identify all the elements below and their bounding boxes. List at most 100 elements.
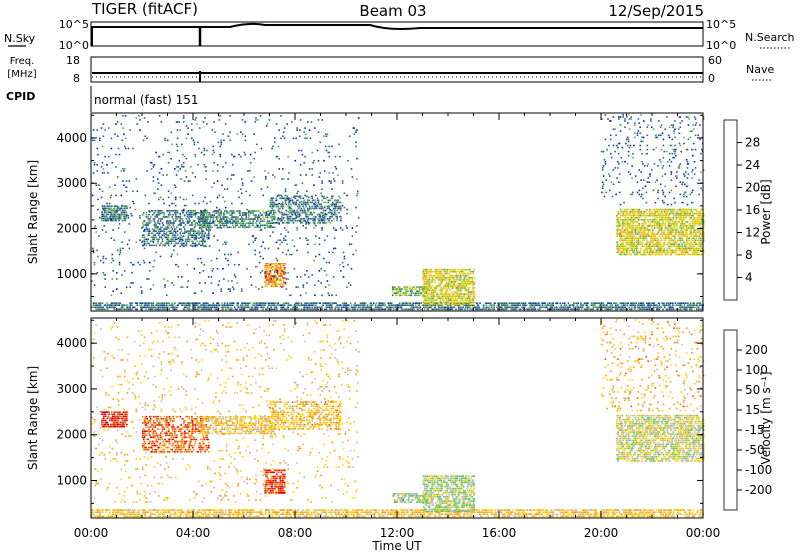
power-cell: [648, 229, 650, 231]
power-cell: [426, 297, 428, 299]
power-cell: [173, 220, 175, 222]
power-cell: [469, 299, 472, 301]
power-cell: [236, 218, 239, 220]
power-cell: [673, 210, 675, 213]
power-cell: [277, 217, 280, 220]
power-cell: [321, 207, 323, 210]
power-cell: [278, 263, 281, 265]
power-cell: [452, 270, 455, 273]
power-cell: [450, 277, 452, 279]
power-cell: [103, 215, 105, 218]
power-cell: [634, 214, 636, 217]
power-cell: [622, 241, 625, 244]
power-cell: [592, 306, 595, 309]
power-cell: [378, 306, 380, 309]
power-cell: [695, 208, 698, 211]
power-cell: [621, 306, 623, 309]
power-cell: [689, 233, 692, 235]
power-cell: [460, 287, 463, 289]
power-cell: [550, 306, 553, 309]
power-cell: [193, 238, 196, 241]
power-cell: [179, 224, 182, 226]
power-cell: [143, 220, 146, 222]
power-cell: [428, 297, 431, 299]
power-cell: [624, 306, 627, 309]
power-cell: [677, 214, 680, 217]
power-cell: [174, 244, 176, 247]
power-cell: [693, 231, 696, 233]
power-cell: [392, 308, 395, 311]
power-cell: [400, 288, 403, 290]
power-cell: [431, 277, 433, 279]
power-cell: [693, 241, 696, 244]
power-cell: [280, 281, 283, 283]
power-cell: [153, 224, 156, 226]
power-cell: [157, 240, 159, 243]
power-cell: [678, 233, 681, 235]
power-cell: [441, 277, 443, 279]
power-cell: [281, 271, 283, 273]
power-cell: [583, 308, 586, 311]
power-cell: [412, 306, 414, 309]
power-cell: [95, 302, 98, 304]
power-cell: [452, 268, 455, 271]
power-cell: [435, 277, 438, 279]
power-cell: [199, 224, 201, 227]
power-cell: [157, 308, 159, 311]
power-cell: [563, 302, 565, 304]
power-cell: [674, 221, 676, 223]
power-cell: [112, 207, 115, 210]
power-cell: [244, 306, 247, 309]
power-cell: [289, 215, 291, 218]
power-cell: [117, 304, 120, 306]
power-cell: [692, 233, 694, 235]
power-cell: [112, 215, 115, 218]
power-cell: [290, 219, 292, 222]
power-cell: [636, 251, 639, 254]
power-cell: [644, 243, 646, 246]
power-cell: [397, 288, 399, 290]
power-cell: [478, 306, 480, 309]
power-cell: [628, 212, 631, 215]
power-cell: [487, 308, 489, 311]
power-cell: [174, 212, 176, 214]
power-cell: [187, 236, 190, 239]
power-cell: [653, 233, 656, 235]
power-cell: [640, 304, 643, 306]
power-cell: [323, 209, 325, 212]
power-cell: [501, 306, 504, 309]
power-cell: [271, 197, 273, 200]
power-cell: [678, 247, 681, 250]
power-cell: [113, 215, 116, 218]
power-cell: [682, 251, 684, 254]
power-cell: [374, 304, 377, 306]
power-cell: [672, 304, 675, 306]
power-cell: [455, 279, 458, 281]
power-cell: [445, 308, 447, 311]
power-cell: [265, 283, 267, 285]
power-cell: [674, 233, 676, 235]
power-cell: [225, 212, 228, 214]
power-cell: [464, 301, 466, 304]
power-cell: [651, 225, 653, 227]
power-cell: [247, 306, 249, 309]
power-cell: [119, 213, 122, 216]
power-cell: [651, 253, 653, 256]
power-cell: [670, 237, 673, 239]
power-cell: [427, 272, 429, 275]
power-cell: [462, 301, 465, 304]
power-cell: [276, 271, 278, 273]
power-cell: [686, 221, 689, 223]
power-cell: [526, 308, 529, 311]
power-cell: [449, 283, 451, 285]
power-cell: [442, 289, 444, 291]
power-cell: [270, 277, 273, 279]
power-cell: [282, 302, 285, 304]
power-cell: [276, 279, 278, 281]
power-cell: [291, 219, 294, 222]
power-cell: [690, 243, 692, 246]
power-cell: [642, 304, 645, 306]
power-cell: [685, 251, 687, 254]
power-cell: [316, 306, 319, 309]
power-cell: [471, 301, 474, 304]
